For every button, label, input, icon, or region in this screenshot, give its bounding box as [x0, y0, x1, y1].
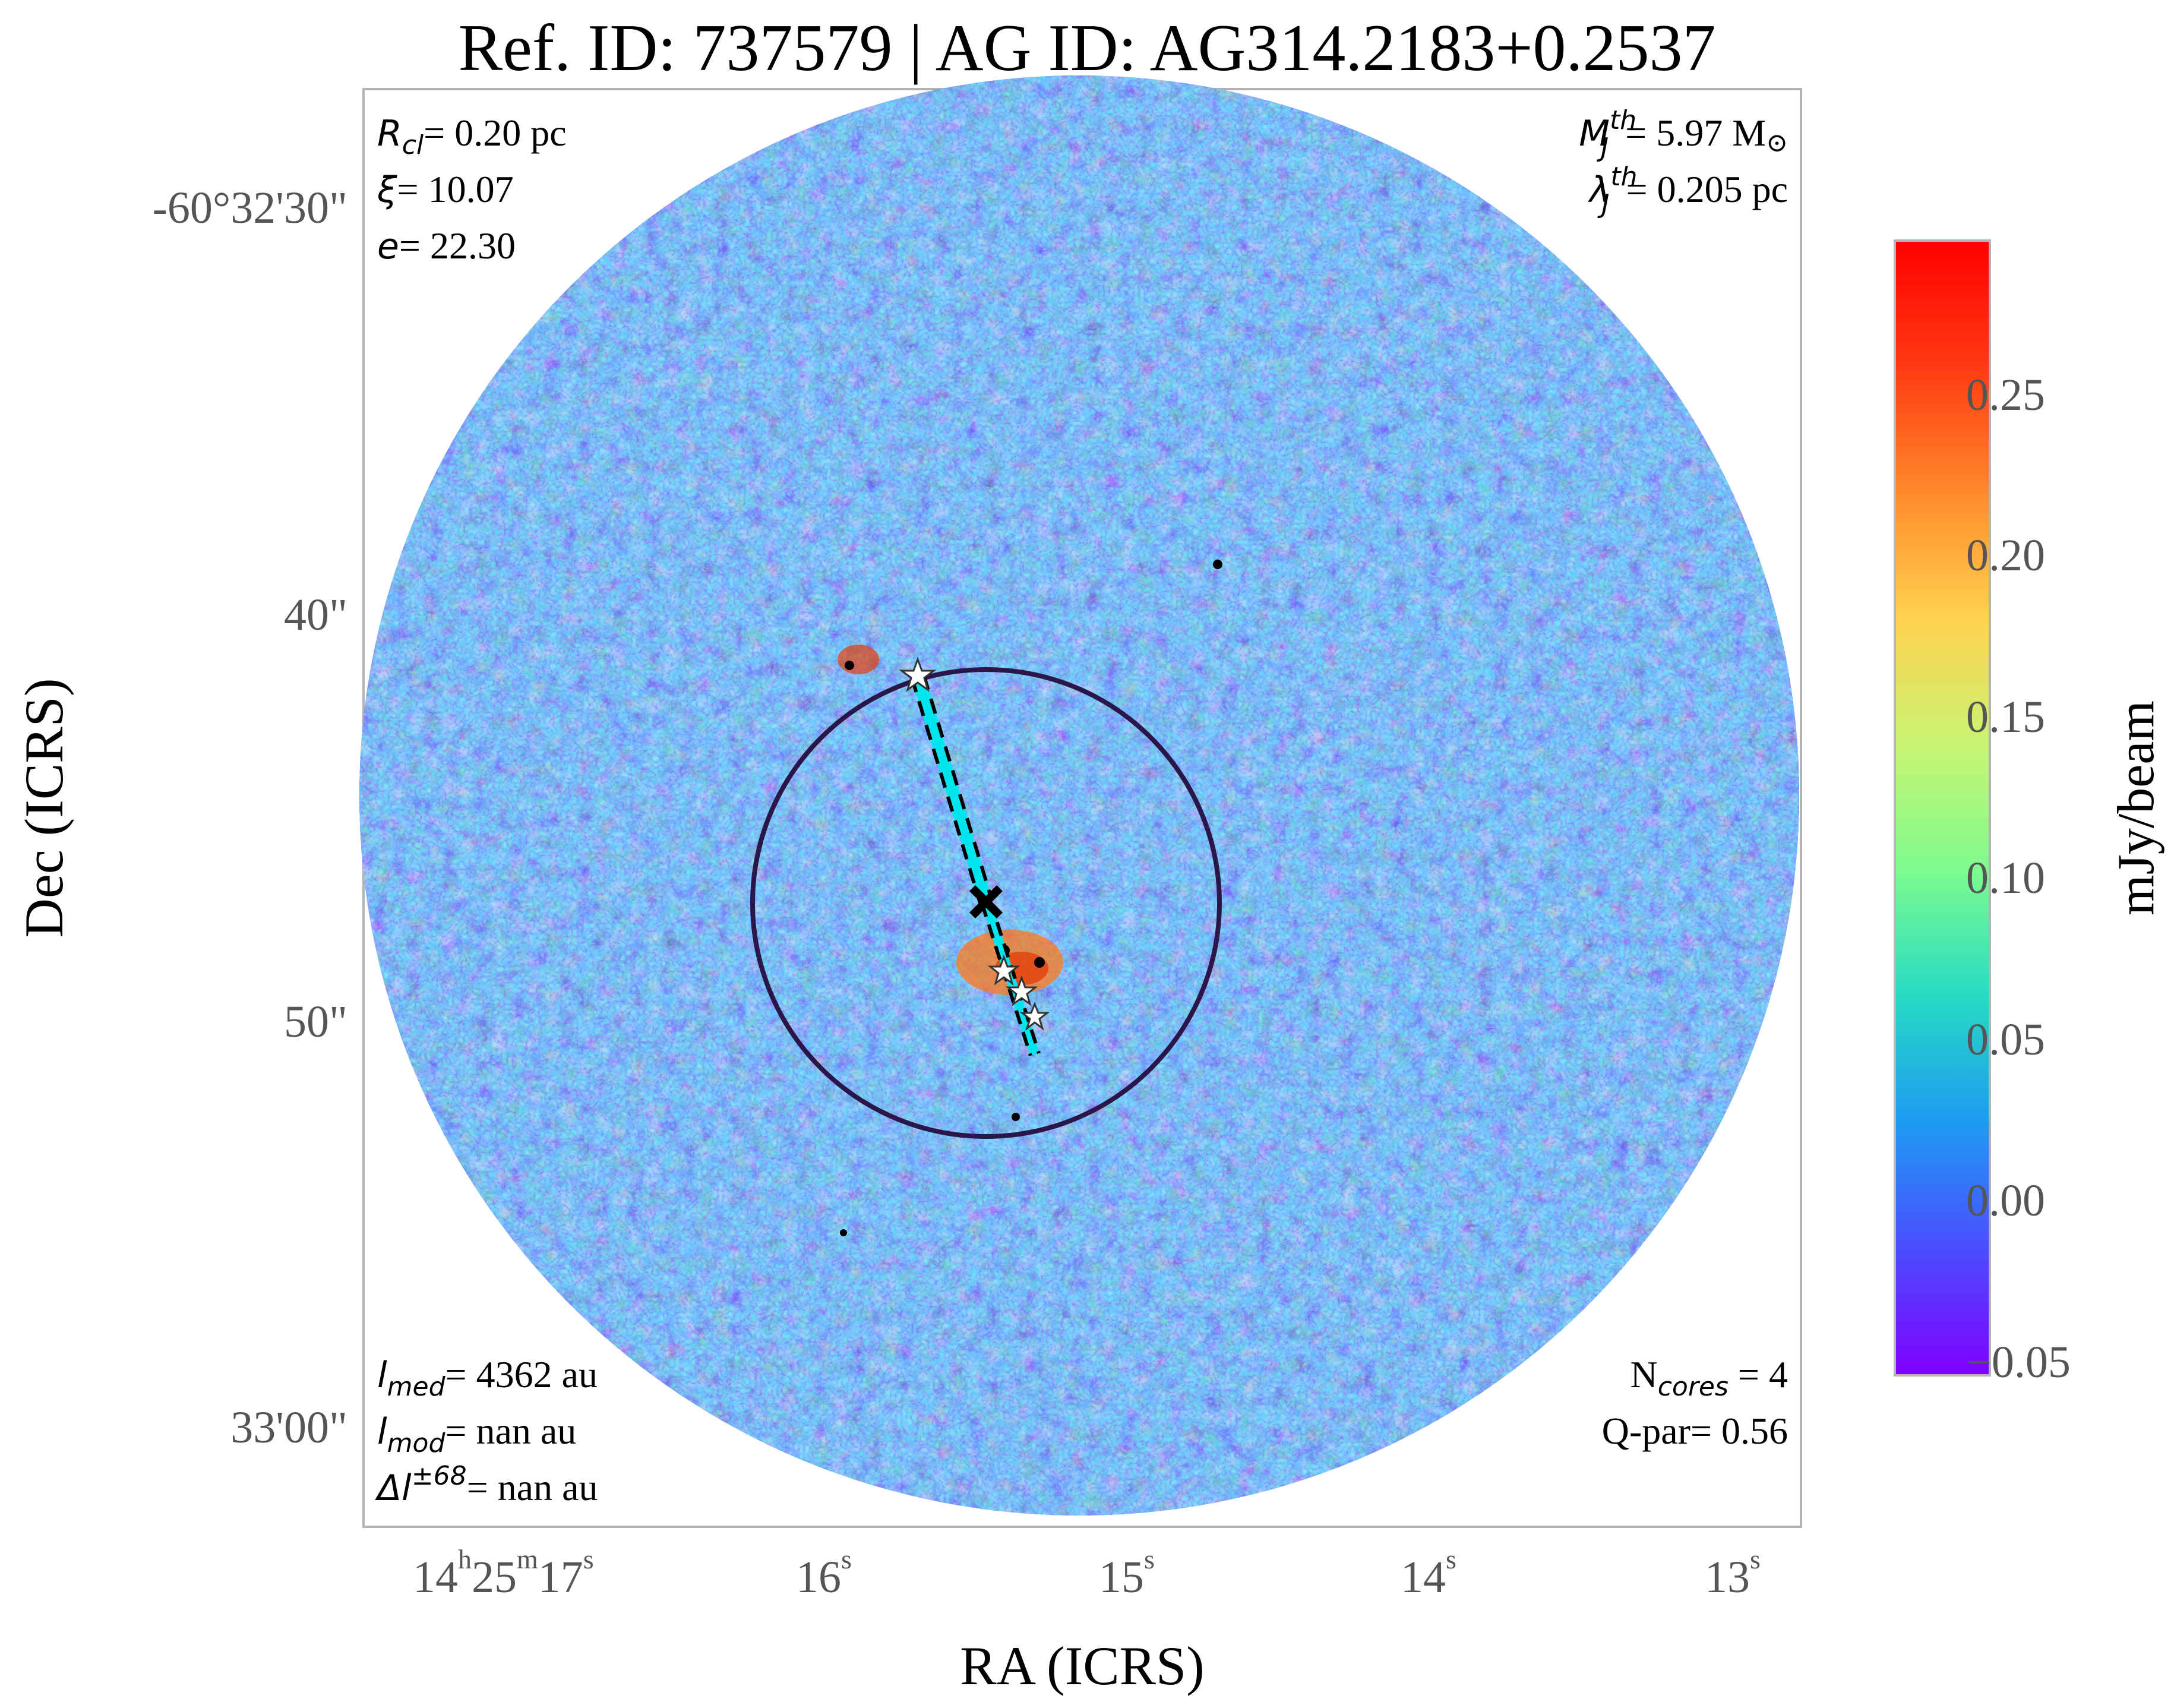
- colorbar: [1894, 239, 1991, 1376]
- colorbar-tick-label: −0.05: [1966, 1337, 2071, 1387]
- annotation-jeans-length: λth J = 0.205 pc: [1588, 162, 1788, 219]
- core-star-marker: [1019, 1001, 1050, 1031]
- colorbar-tick-label: 0.00: [1966, 1176, 2045, 1226]
- colorbar-tick-label: 0.15: [1966, 692, 2045, 742]
- annotation-ncores: Ncores = 4: [1630, 1353, 1788, 1402]
- cluster-center-cross: [969, 885, 1003, 918]
- annotation-xi: ξ= 10.07: [377, 168, 514, 211]
- annotation-qpar: Q-par= 0.56: [1602, 1410, 1788, 1452]
- core-star-markers: [899, 656, 1050, 1031]
- annotation-delta-l: Δl±68= nan au: [375, 1461, 598, 1509]
- x-tick-label: 13s: [1705, 1544, 1761, 1602]
- colorbar-tick-label: 0.10: [1966, 853, 2045, 903]
- figure-title: Ref. ID: 737579 | AG ID: AG314.2183+0.25…: [458, 11, 1715, 85]
- y-tick-label: 50": [284, 997, 347, 1047]
- annotation-rcl: Rcl= 0.20 pc: [377, 112, 567, 160]
- annotation-e: e= 22.30: [377, 225, 516, 267]
- y-tick-label: 40": [284, 590, 347, 640]
- y-axis-label: Dec (ICRS): [14, 678, 74, 938]
- core-star-marker: [899, 656, 937, 692]
- y-tick-label: -60°32'30": [153, 183, 347, 233]
- x-tick-label: 15s: [1099, 1544, 1155, 1602]
- x-tick-label: 14s: [1401, 1544, 1456, 1602]
- emission-map: [359, 75, 1799, 1516]
- colorbar-tick-label: 0.20: [1966, 531, 2045, 580]
- y-tick-label: 33'00": [230, 1403, 347, 1453]
- core-star-marker: [987, 954, 1020, 986]
- x-ticks: 14h25m17s 16s 15s 14s 13s: [413, 1544, 1761, 1602]
- x-tick-label: 16s: [796, 1544, 852, 1602]
- annotation-lmod: lmod= nan au: [377, 1410, 576, 1458]
- y-ticks: -60°32'30" 40" 50" 33'00": [153, 183, 347, 1453]
- colorbar-label: mJy/beam: [2107, 700, 2165, 915]
- annotation-lmed: lmed= 4362 au: [377, 1353, 598, 1402]
- annotation-jeans-mass: Mth J = 5.97 M⊙: [1579, 105, 1788, 163]
- cluster-radius-circle: [750, 667, 1222, 1139]
- colorbar-tick-label: 0.05: [1966, 1015, 2045, 1065]
- x-axis-label: RA (ICRS): [960, 1636, 1205, 1696]
- colorbar-tick-label: 0.25: [1966, 370, 2045, 420]
- core-star-marker: [1005, 975, 1038, 1006]
- colorbar-ticks: 0.25 0.20 0.15 0.10 0.05 0.00 −0.05: [1966, 370, 2071, 1387]
- x-tick-label: 14h25m17s: [413, 1544, 594, 1602]
